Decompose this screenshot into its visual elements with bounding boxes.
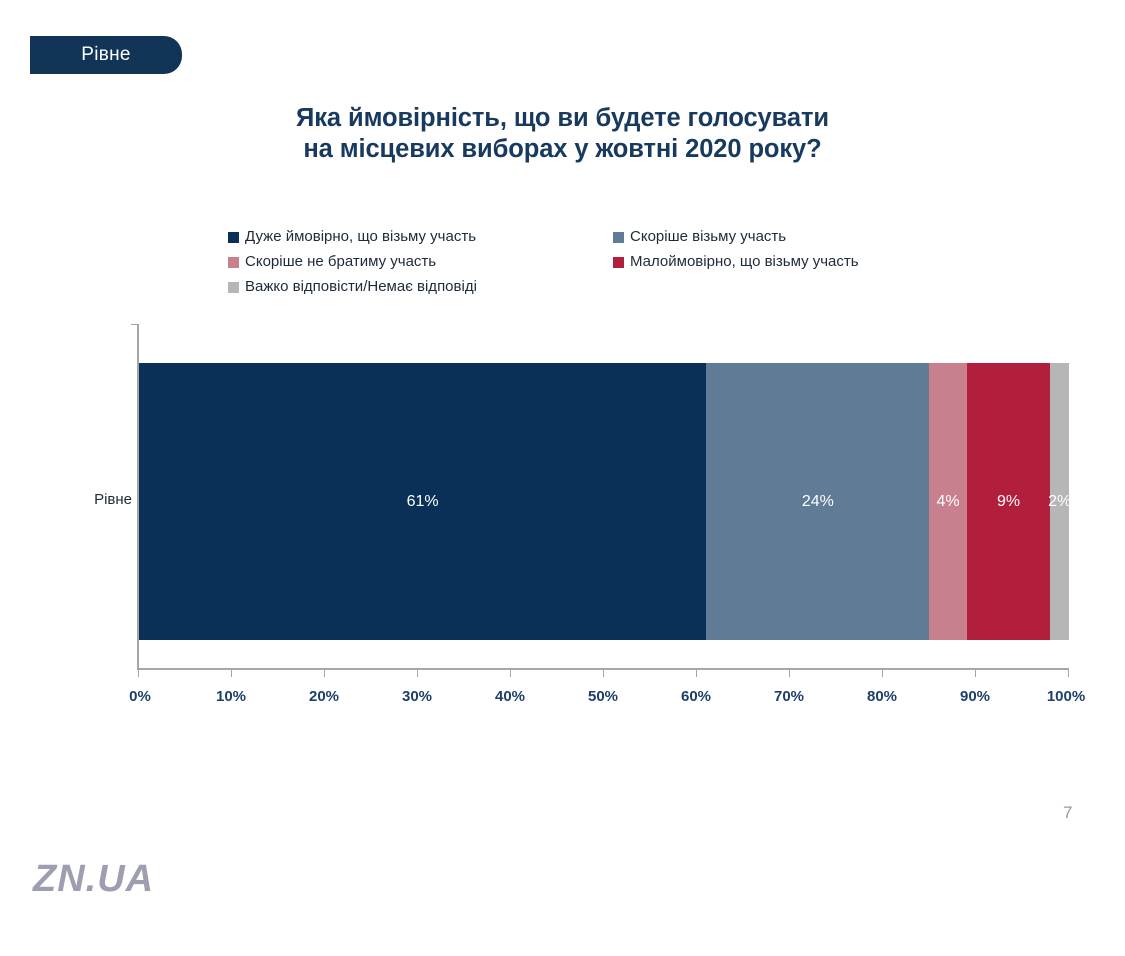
legend-label-rather-not: Скоріше не братиму участь [245, 253, 437, 270]
page-title-line-2: на місцевих виборах у жовтні 2020 року? [303, 135, 822, 163]
watermark-logo: ZN.UA [33, 858, 155, 900]
x-axis-tick-label: 90% [959, 688, 991, 705]
legend-item-unlikely: Малоймовірно, що візьму участь [613, 253, 943, 270]
legend-swatch-unlikely [613, 257, 624, 268]
chart-legend: Дуже ймовірно, що візьму участь Скоріше … [228, 228, 948, 303]
legend-item-rather-likely: Скоріше візьму участь [613, 228, 943, 245]
bar-segment-label-rather-likely: 24% [801, 492, 834, 510]
x-axis-tick [510, 670, 511, 677]
legend-item-very-likely: Дуже ймовірно, що візьму участь [228, 228, 613, 245]
legend-row: Дуже ймовірно, що візьму участь Скоріше … [228, 228, 948, 245]
legend-swatch-very-likely [228, 232, 239, 243]
x-axis-tick [882, 670, 883, 677]
bar-segment-label-no-answer: 2% [1048, 492, 1072, 510]
city-tab[interactable]: Рівне [30, 36, 182, 74]
legend-item-no-answer: Важко відповісти/Немає відповіді [228, 278, 613, 295]
stacked-bar: 61% 24% 4% 9% 2% [139, 363, 1072, 640]
x-axis-tick-label: 20% [308, 688, 340, 705]
bar-segment-rather-not[interactable]: 4% [929, 363, 967, 640]
legend-swatch-rather-likely [613, 232, 624, 243]
x-axis-tick-label: 100% [1046, 688, 1086, 705]
page-number: 7 [1063, 803, 1073, 822]
x-axis-tick [1068, 670, 1069, 677]
x-axis-tick-label: 40% [494, 688, 526, 705]
legend-item-rather-not: Скоріше не братиму участь [228, 253, 613, 270]
bar-segment-unlikely[interactable]: 9% [966, 363, 1051, 640]
x-axis-tick-label: 50% [587, 688, 619, 705]
page-title: Яка ймовірність, що ви будете голосувати… [0, 103, 1125, 165]
city-tab-label: Рівне [81, 44, 131, 65]
bar-segment-no-answer[interactable]: 2% [1048, 363, 1072, 640]
x-axis-tick [975, 670, 976, 677]
x-axis-tick-label: 30% [401, 688, 433, 705]
bar-segment-label-very-likely: 61% [406, 492, 439, 510]
legend-label-very-likely: Дуже ймовірно, що візьму участь [245, 228, 477, 245]
bar-segment-very-likely[interactable]: 61% [139, 363, 707, 640]
legend-label-rather-likely: Скоріше візьму участь [630, 228, 787, 245]
x-axis-tick-label: 10% [215, 688, 247, 705]
legend-label-no-answer: Важко відповісти/Немає відповіді [245, 278, 477, 295]
x-axis-tick [324, 670, 325, 677]
bar-segment-rather-likely[interactable]: 24% [706, 363, 930, 640]
x-axis-tick-label: 60% [680, 688, 712, 705]
bar-segment-label-rather-not: 4% [936, 492, 960, 510]
x-axis-tick [603, 670, 604, 677]
legend-swatch-no-answer [228, 282, 239, 293]
x-axis-tick-label: 80% [866, 688, 898, 705]
x-axis-tick [789, 670, 790, 677]
legend-row: Важко відповісти/Немає відповіді [228, 278, 948, 295]
x-axis-tick-label: 0% [129, 688, 151, 705]
y-axis-line [137, 324, 139, 669]
legend-label-unlikely: Малоймовірно, що візьму участь [630, 253, 859, 270]
x-axis-tick-label: 70% [773, 688, 805, 705]
x-axis-tick [417, 670, 418, 677]
x-axis-tick [696, 670, 697, 677]
page-title-line-1: Яка ймовірність, що ви будете голосувати [296, 104, 829, 132]
y-axis-top-tick [131, 324, 138, 325]
x-axis-tick [231, 670, 232, 677]
x-axis-tick-labels: 0% 10% 20% 30% 40% 50% 60% 70% 80% 90% 1… [0, 688, 1125, 712]
x-axis-line [137, 668, 1069, 670]
bar-segment-label-unlikely: 9% [996, 492, 1021, 510]
x-axis-tick [138, 670, 139, 677]
y-axis-category-label: Рівне [94, 491, 132, 508]
legend-row: Скоріше не братиму участь Малоймовірно, … [228, 253, 948, 270]
legend-swatch-rather-not [228, 257, 239, 268]
